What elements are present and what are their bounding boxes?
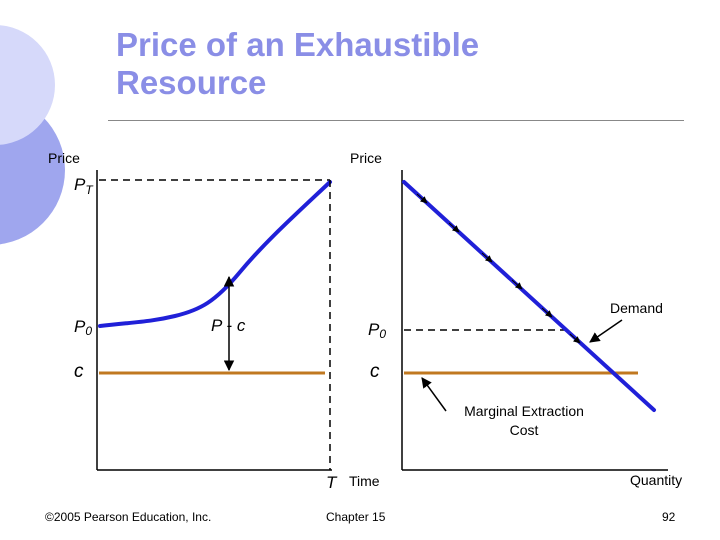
- demand-arrow-5: [541, 307, 553, 318]
- right-panel: Price P0 c Demand Marginal Extraction Co…: [350, 150, 682, 488]
- right-x-axis-label: Quantity: [630, 472, 682, 488]
- demand-curve-arrows: [416, 193, 581, 344]
- demand-label: Demand: [610, 300, 663, 316]
- decorative-circles: [0, 25, 65, 245]
- right-y-axis-label: Price: [350, 150, 382, 166]
- left-label-p0-subscript: 0: [85, 324, 92, 338]
- right-label-p0-subscript: 0: [379, 327, 386, 341]
- left-label-p0-main: P: [74, 317, 86, 336]
- footer-copyright: ©2005 Pearson Education, Inc.: [45, 510, 212, 524]
- demand-arrow-1: [416, 193, 428, 204]
- mec-label-line-1: Marginal Extraction: [464, 403, 584, 419]
- demand-arrow-6: [569, 333, 581, 344]
- demand-arrow-4: [511, 279, 523, 290]
- left-y-axis-label: Price: [48, 150, 80, 166]
- footer-page-number: 92: [662, 510, 676, 524]
- label-t: T: [326, 473, 338, 492]
- label-p-minus-c: P - c: [211, 316, 246, 335]
- right-label-p0-main: P: [368, 320, 380, 339]
- demand-arrow-2: [448, 222, 460, 233]
- price-path-curve: [98, 180, 332, 328]
- label-pt-main: P: [74, 175, 86, 194]
- demand-arrow-3: [481, 252, 493, 263]
- right-label-c: c: [370, 361, 380, 382]
- demand-curve: [402, 180, 656, 412]
- left-x-axis-label: Time: [349, 473, 380, 489]
- right-label-p0: P0: [368, 320, 386, 341]
- left-panel: Price PT P0 c P - c T Time: [48, 150, 380, 492]
- label-pt: PT: [74, 175, 94, 197]
- slide-title: Price of an Exhaustible Resource: [116, 26, 676, 102]
- footer-chapter: Chapter 15: [326, 510, 386, 524]
- left-label-c: c: [74, 361, 84, 382]
- mec-label-line-2: Cost: [510, 422, 539, 438]
- left-label-p0: P0: [74, 317, 92, 338]
- demand-pointer: [589, 319, 623, 343]
- decorative-circle-front: [0, 25, 55, 145]
- mec-pointer: [421, 377, 447, 412]
- slide-title-line-1: Price of an Exhaustible: [116, 26, 480, 63]
- title-divider: [108, 120, 684, 121]
- slide-title-line-2: Resource: [116, 64, 267, 101]
- label-pt-subscript: T: [85, 183, 94, 197]
